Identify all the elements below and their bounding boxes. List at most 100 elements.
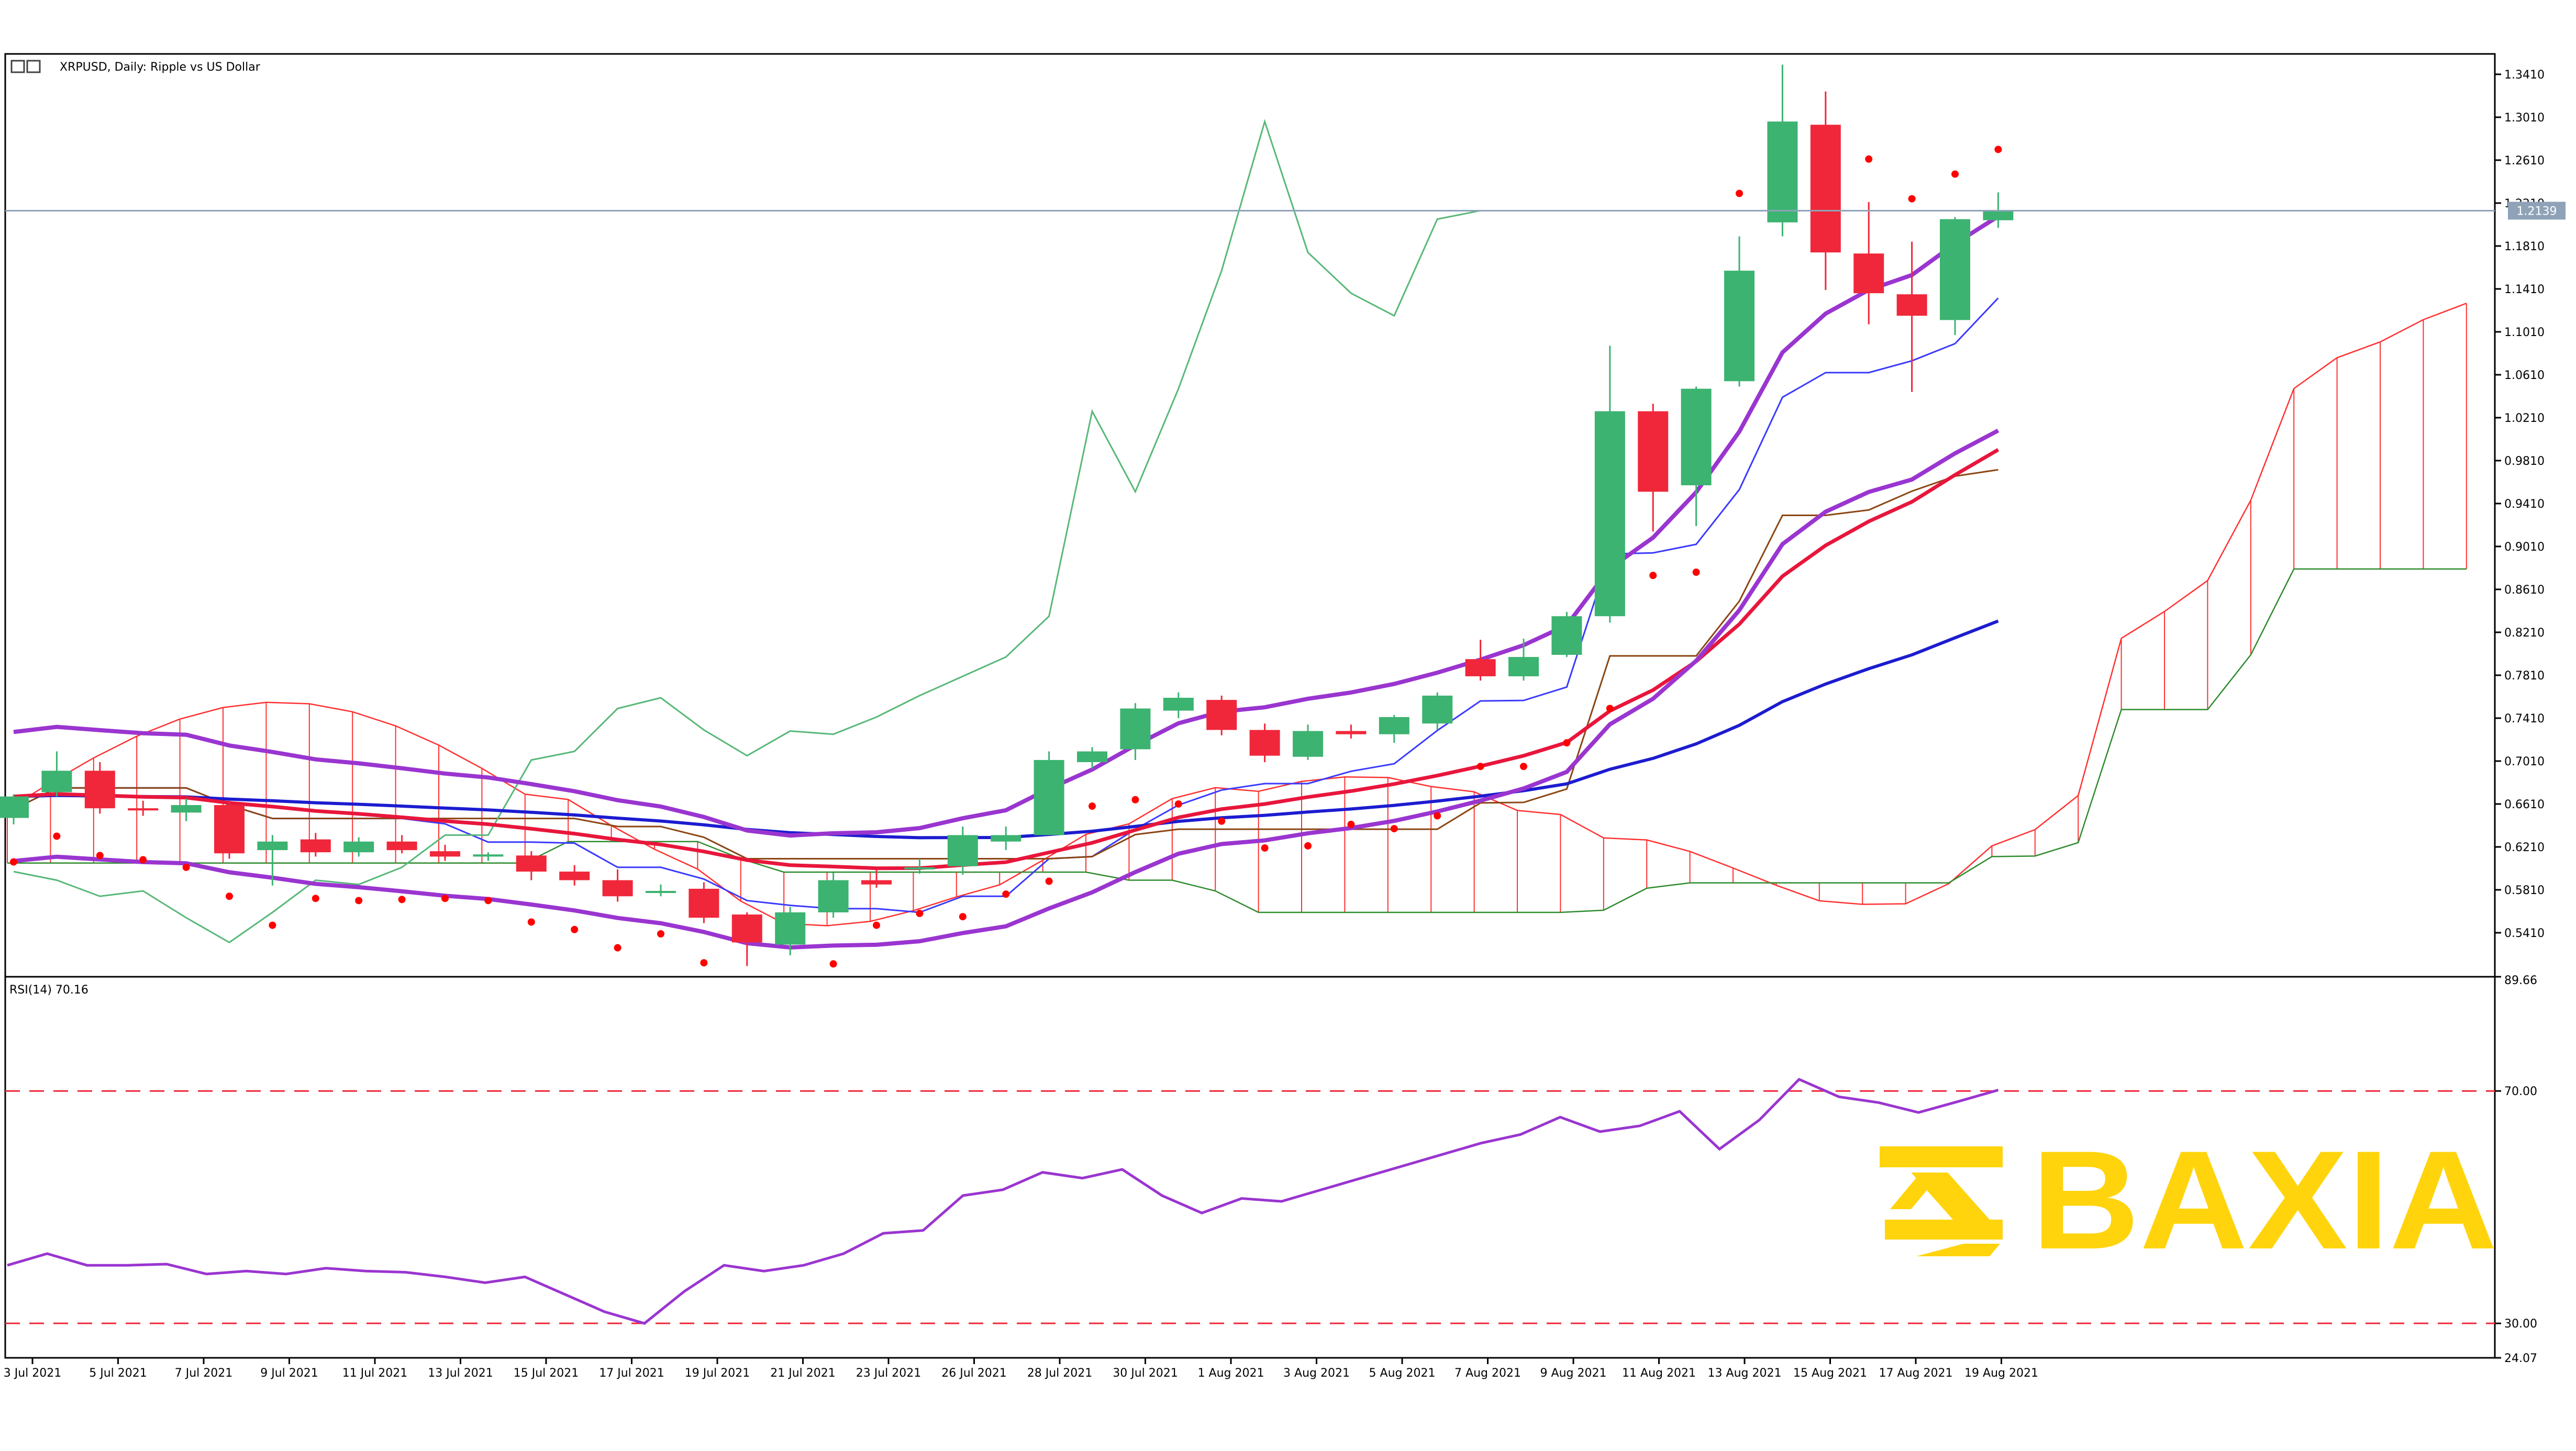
date-tick-label: 11 Aug 2021 bbox=[1622, 1367, 1696, 1380]
psar-dot bbox=[312, 895, 319, 902]
candle-bullish bbox=[171, 805, 202, 813]
chart-title: XRPUSD, Daily: Ripple vs US Dollar bbox=[60, 61, 261, 74]
candle-bullish bbox=[1120, 708, 1151, 750]
candle-bullish bbox=[947, 835, 978, 866]
date-tick-label: 26 Jul 2021 bbox=[941, 1367, 1007, 1380]
rsi-pane-border bbox=[4, 976, 2496, 1359]
candle-bullish bbox=[1422, 695, 1453, 724]
candle-bullish bbox=[818, 880, 849, 912]
date-tick-label: 21 Jul 2021 bbox=[770, 1367, 836, 1380]
psar-dot bbox=[1434, 812, 1441, 820]
psar-dot bbox=[657, 930, 664, 937]
candle-bullish bbox=[1077, 751, 1107, 762]
price-tick-label: 1.1810 bbox=[2504, 240, 2545, 253]
psar-dot bbox=[527, 918, 535, 926]
candle-bullish bbox=[1940, 219, 1970, 320]
date-tick-label: 9 Jul 2021 bbox=[260, 1367, 318, 1380]
psar-dot bbox=[1002, 890, 1010, 898]
candle-bearish bbox=[430, 851, 460, 857]
candle-bullish bbox=[1034, 760, 1064, 835]
senkou-span-a bbox=[7, 303, 2467, 927]
candle-bullish bbox=[1163, 698, 1194, 711]
symbol-icon-inner bbox=[26, 60, 41, 73]
candle-bullish bbox=[343, 841, 374, 853]
psar-dot bbox=[1692, 568, 1700, 576]
price-tick-label: 1.1010 bbox=[2504, 326, 2545, 339]
psar-dot bbox=[873, 921, 880, 929]
candlesticks bbox=[0, 64, 2014, 966]
psar-dot bbox=[1304, 842, 1312, 850]
psar-dot bbox=[1649, 572, 1657, 579]
candle-bearish bbox=[1810, 125, 1841, 253]
candle-bullish bbox=[257, 841, 288, 851]
candle-bullish bbox=[646, 891, 676, 893]
candle-bearish bbox=[1249, 730, 1280, 756]
candle-bullish bbox=[1293, 731, 1323, 757]
date-tick-label: 13 Jul 2021 bbox=[428, 1367, 493, 1380]
price-tick-label: 0.7810 bbox=[2504, 669, 2545, 683]
psar-dot bbox=[484, 897, 492, 905]
price-tick-label: 0.6610 bbox=[2504, 798, 2545, 811]
psar-dot bbox=[1994, 146, 2002, 153]
date-tick-label: 30 Jul 2021 bbox=[1113, 1367, 1178, 1380]
candle-bearish bbox=[516, 855, 547, 872]
candle-bearish bbox=[559, 872, 590, 880]
candle-bullish bbox=[1724, 271, 1755, 382]
candle-bullish bbox=[904, 867, 935, 869]
candle-bullish bbox=[1681, 388, 1712, 486]
chikou-span bbox=[13, 119, 1481, 944]
candle-bearish bbox=[300, 839, 331, 853]
date-tick-label: 19 Jul 2021 bbox=[685, 1367, 750, 1380]
date-tick-label: 3 Jul 2021 bbox=[4, 1367, 62, 1380]
psar-dot bbox=[441, 895, 449, 902]
psar-dot bbox=[1563, 739, 1571, 747]
kijun-sen bbox=[13, 468, 1998, 860]
date-tick-label: 15 Jul 2021 bbox=[514, 1367, 579, 1380]
psar-dot bbox=[1089, 802, 1096, 810]
date-tick-label: 11 Jul 2021 bbox=[342, 1367, 408, 1380]
candle-bearish bbox=[602, 880, 633, 897]
psar-dot bbox=[1218, 817, 1226, 825]
candle-bearish bbox=[1336, 731, 1367, 734]
date-tick-label: 19 Aug 2021 bbox=[1964, 1367, 2038, 1380]
price-tick-label: 1.3410 bbox=[2504, 69, 2545, 82]
psar-dot bbox=[139, 856, 147, 864]
price-tick-label: 0.6210 bbox=[2504, 841, 2545, 854]
rsi-title: RSI(14) 70.16 bbox=[9, 984, 88, 997]
psar-dot bbox=[1951, 170, 1959, 178]
envelope-lower bbox=[13, 428, 2000, 950]
baxia-wordmark: BAXIA bbox=[2031, 1121, 2497, 1278]
date-tick-label: 5 Aug 2021 bbox=[1369, 1367, 1436, 1380]
price-tick-label: 0.9410 bbox=[2504, 498, 2545, 511]
date-tick-label: 17 Jul 2021 bbox=[599, 1367, 664, 1380]
candle-bullish bbox=[1379, 717, 1409, 734]
candle-bullish bbox=[473, 854, 504, 857]
candle-bullish bbox=[41, 771, 72, 793]
date-tick-label: 9 Aug 2021 bbox=[1540, 1367, 1607, 1380]
rsi-tick-label: 30.00 bbox=[2504, 1318, 2537, 1331]
psar-dot bbox=[700, 959, 708, 967]
date-tick-label: 17 Aug 2021 bbox=[1879, 1367, 1953, 1380]
indicator-lines bbox=[13, 119, 2000, 950]
psar-dot bbox=[1045, 877, 1053, 885]
date-tick-label: 3 Aug 2021 bbox=[1283, 1367, 1350, 1380]
rsi-pane: RSI(14) 70.16 89.66 70.00 30.00 24.07 bbox=[4, 974, 2537, 1365]
psar-dot bbox=[269, 921, 276, 929]
psar-dot bbox=[10, 858, 17, 866]
candle-bearish bbox=[84, 771, 115, 809]
price-tick-label: 1.2610 bbox=[2504, 154, 2545, 168]
parabolic-sar-dots bbox=[10, 146, 2002, 968]
symbol-icon bbox=[10, 60, 25, 73]
psar-dot bbox=[1476, 763, 1484, 771]
date-axis: 3 Jul 2021 5 Jul 2021 7 Jul 2021 9 Jul 2021… bbox=[4, 1358, 2038, 1380]
candle-bearish bbox=[861, 880, 892, 885]
price-tick-label: 0.5810 bbox=[2504, 884, 2545, 897]
candle-bullish bbox=[1508, 657, 1539, 676]
candle-bearish bbox=[1896, 294, 1927, 316]
psar-dot bbox=[614, 944, 621, 952]
senkou-span-b bbox=[7, 568, 2467, 913]
price-tick-label: 0.8210 bbox=[2504, 627, 2545, 640]
psar-dot bbox=[1131, 796, 1139, 803]
candle-bearish bbox=[731, 914, 762, 943]
psar-dot bbox=[1261, 844, 1269, 852]
